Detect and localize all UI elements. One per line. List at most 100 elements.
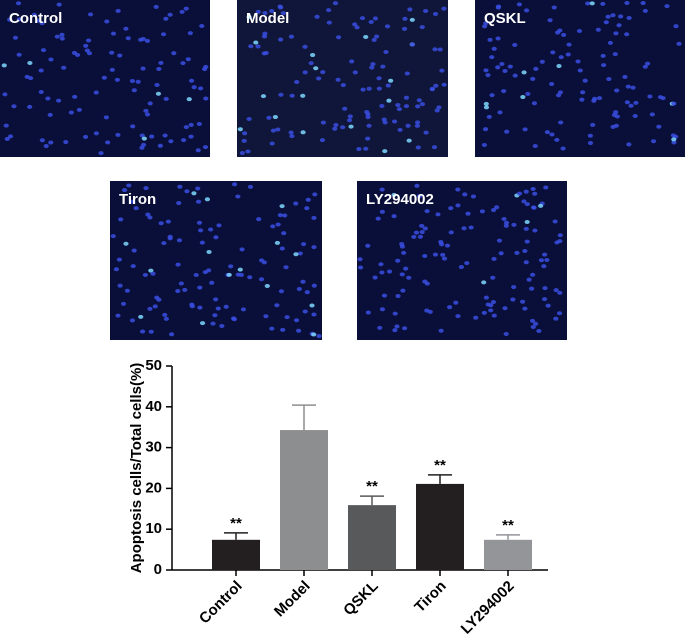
nucleus [116, 257, 122, 262]
nucleus [16, 17, 22, 22]
bar [416, 483, 464, 570]
nucleus [342, 106, 348, 111]
nucleus [241, 138, 247, 143]
nucleus [556, 64, 562, 69]
nucleus [523, 260, 529, 265]
nucleus [377, 325, 383, 330]
nucleus [118, 217, 124, 222]
nucleus [415, 104, 421, 109]
nucleus [275, 127, 281, 132]
nucleus [354, 25, 360, 30]
nucleus [255, 9, 261, 14]
nucleus [374, 34, 380, 39]
nucleus [98, 151, 104, 156]
nucleus [529, 318, 536, 323]
nucleus [409, 17, 415, 22]
nucleus [441, 82, 447, 87]
nucleus [110, 31, 117, 36]
x-tick-label: QSKL [340, 578, 381, 619]
nucleus [391, 192, 397, 197]
nucleus [440, 252, 446, 257]
panel-label: Control [9, 10, 62, 27]
nucleus [304, 206, 310, 211]
nucleus [93, 90, 99, 95]
nucleus [302, 309, 308, 314]
nucleus [436, 105, 442, 110]
nucleus [422, 226, 428, 231]
nucleus [448, 230, 454, 235]
nucleus [260, 94, 267, 99]
nucleus [59, 32, 65, 37]
nucleus [197, 285, 203, 290]
nucleus [293, 252, 299, 257]
nucleus [135, 79, 141, 84]
nucleus [520, 95, 526, 100]
nucleus [521, 199, 527, 204]
nucleus [447, 305, 453, 310]
significance-label: ** [502, 517, 514, 534]
nucleus [392, 328, 398, 333]
nucleus [525, 91, 531, 96]
nucleus [488, 308, 494, 313]
nucleus [365, 136, 371, 141]
nucleus [415, 145, 421, 150]
nucleus [439, 68, 445, 73]
nucleus [311, 283, 317, 288]
nucleus [278, 37, 284, 42]
nucleus [587, 141, 594, 146]
nucleus [365, 310, 371, 315]
nucleus [522, 306, 528, 311]
nucleus [148, 268, 154, 273]
nucleus [39, 138, 45, 143]
nucleus [550, 50, 556, 55]
nucleus [533, 66, 539, 71]
bar [348, 505, 396, 570]
nucleus [673, 24, 679, 29]
nucleus [523, 226, 529, 231]
nucleus [213, 235, 219, 240]
nucleus [258, 277, 265, 282]
nucleus [589, 1, 595, 6]
nucleus [130, 124, 136, 129]
nucleus [176, 201, 182, 206]
nucleus [147, 306, 153, 311]
nucleus [121, 188, 128, 193]
nucleus [269, 141, 275, 146]
nucleus [504, 129, 510, 134]
nucleus [82, 134, 89, 139]
nucleus [551, 5, 557, 10]
nucleus [455, 314, 461, 319]
nucleus [178, 281, 184, 286]
nucleus [302, 44, 308, 49]
nucleus [210, 321, 216, 326]
nucleus [379, 103, 385, 108]
nucleus [124, 288, 130, 293]
nucleus [401, 26, 408, 31]
nucleus [512, 73, 518, 78]
nucleus [616, 23, 622, 28]
nucleus [113, 267, 120, 272]
x-tick-label: Tiron [411, 578, 449, 616]
nucleus [139, 133, 145, 138]
nucleus [403, 95, 410, 100]
nucleus [280, 327, 286, 332]
panel-label: LY294002 [366, 191, 434, 208]
nucleus [448, 206, 454, 211]
nucleus [195, 186, 201, 191]
nucleus [417, 234, 424, 239]
nucleus [168, 332, 175, 337]
nucleus [365, 115, 371, 120]
nucleus [532, 321, 539, 326]
nucleus [444, 243, 451, 248]
nucleus [183, 125, 189, 130]
nucleus [542, 286, 548, 291]
nucleus [93, 131, 99, 136]
nucleus [140, 329, 146, 334]
nucleus [294, 80, 300, 85]
nucleus [340, 125, 346, 130]
nucleus [245, 149, 251, 154]
nucleus [530, 186, 536, 191]
nucleus [481, 280, 487, 285]
nucleus [120, 301, 127, 306]
nucleus [432, 47, 438, 52]
